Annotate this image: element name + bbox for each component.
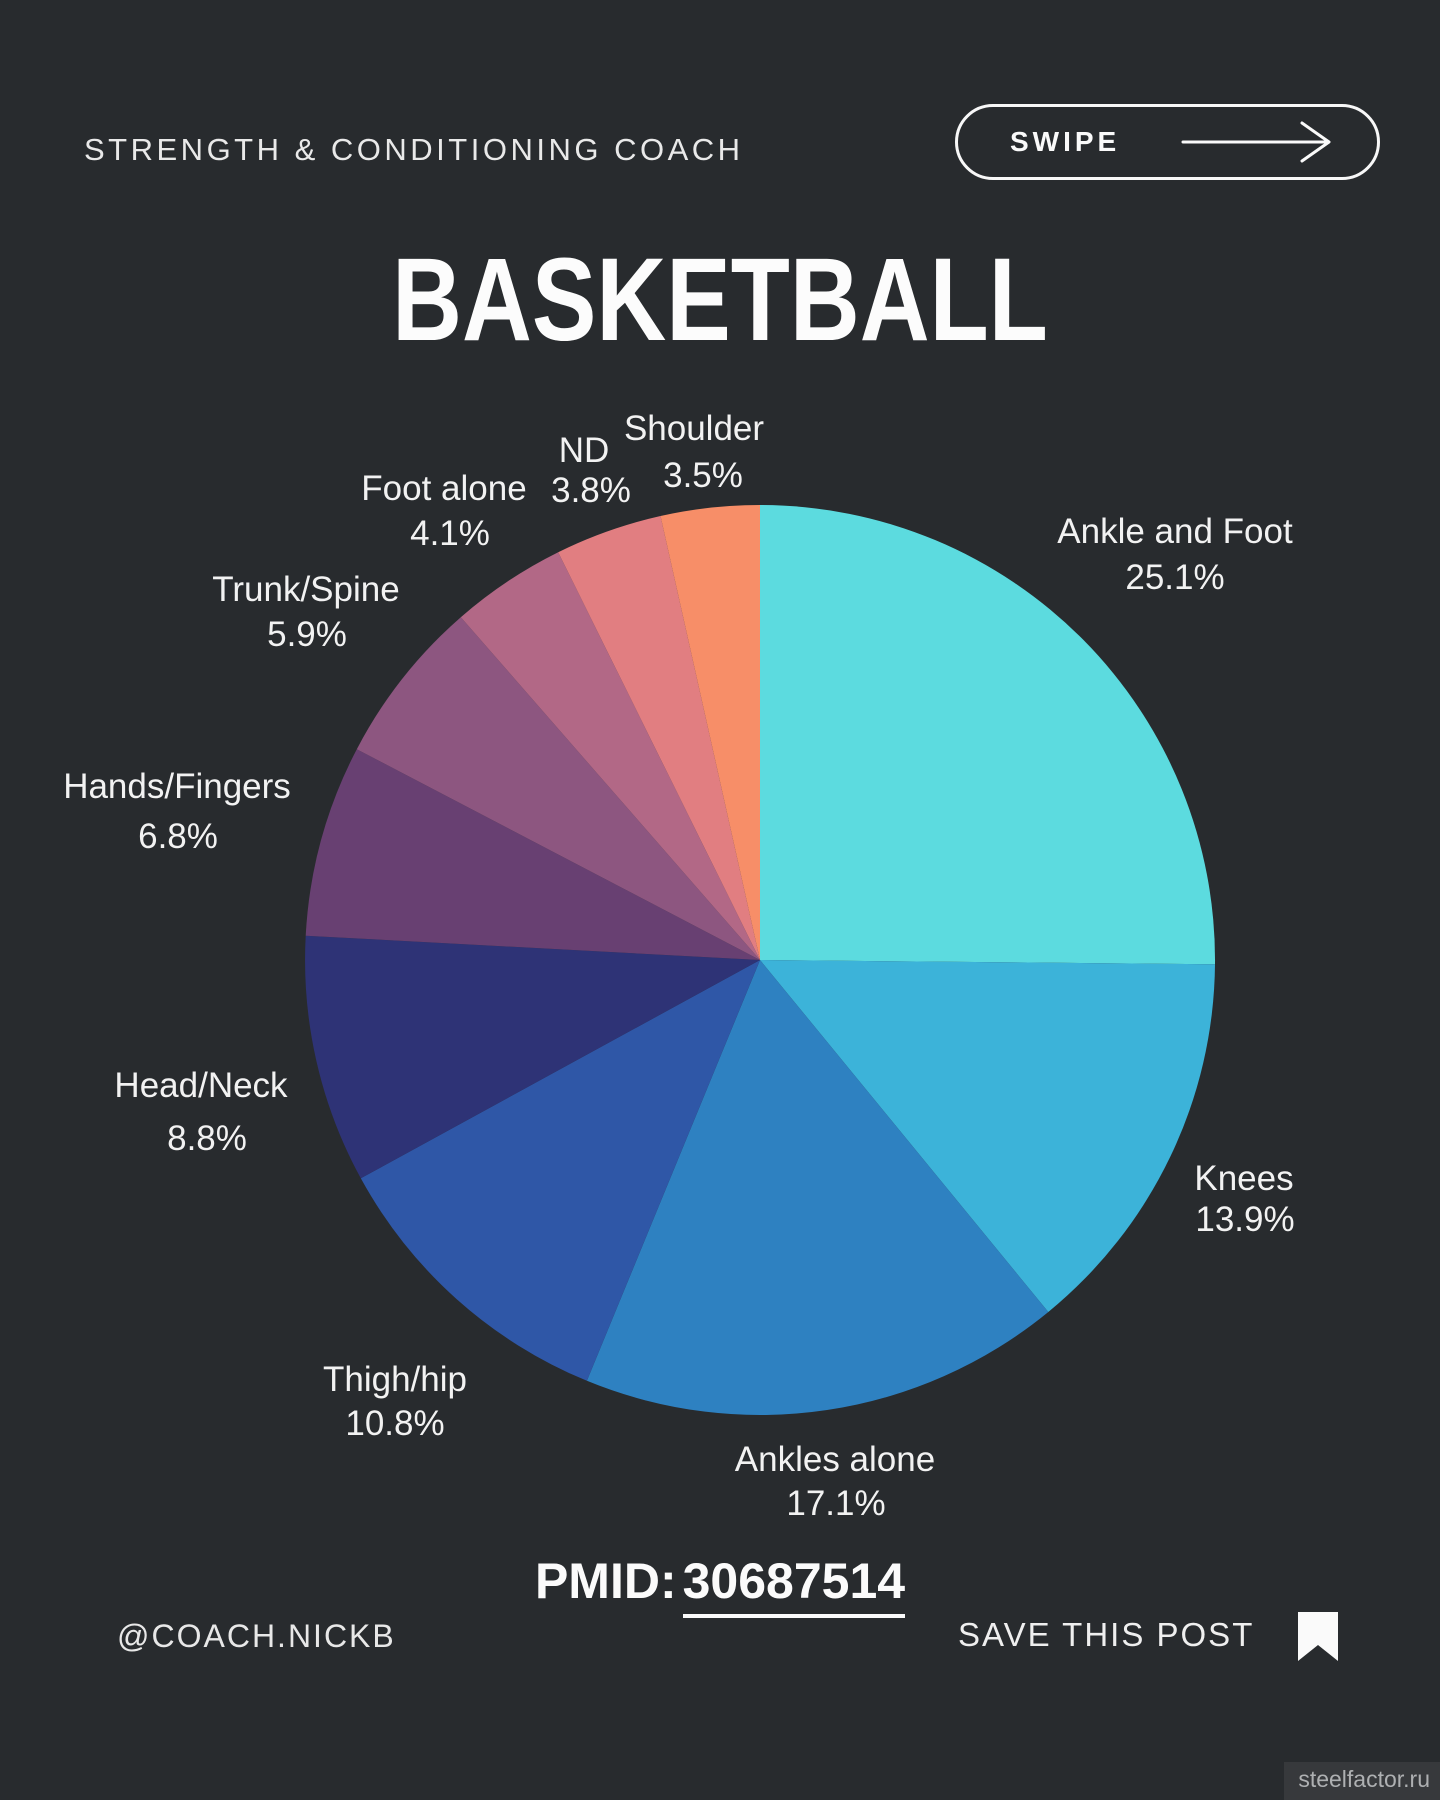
pie-slice-nd [558, 516, 760, 960]
pie-slice-hands-fingers [305, 749, 760, 960]
swipe-button-label: SWIPE [1010, 126, 1121, 157]
slice-value-ankles-alone: 17.1% [786, 1484, 885, 1523]
pie-slice-thigh-hip [360, 960, 760, 1381]
pie-slice-ankle-and-foot [760, 505, 1216, 965]
slice-value-trunk-spine: 5.9% [267, 615, 347, 654]
swipe-button[interactable]: SWIPE [955, 104, 1380, 180]
slice-label-foot-alone: Foot alone [361, 469, 526, 508]
slice-label-head-neck: Head/Neck [114, 1066, 288, 1105]
page-title: BASKETBALL [392, 234, 1048, 366]
slice-label-ankle-and-foot: Ankle and Foot [1057, 512, 1293, 551]
save-this-post-button[interactable]: SAVE THIS POST [958, 1616, 1255, 1653]
slice-label-thigh-hip: Thigh/hip [323, 1360, 467, 1399]
pie-slice-trunk-spine [356, 617, 760, 960]
slice-value-nd: 3.8% [551, 471, 631, 510]
pmid-link[interactable]: 30687514 [682, 1553, 906, 1618]
slice-value-hands-fingers: 6.8% [138, 817, 218, 856]
slice-label-trunk-spine: Trunk/Spine [212, 570, 399, 609]
bookmark-icon[interactable] [1297, 1612, 1339, 1662]
slice-value-shoulder: 3.5% [663, 456, 743, 495]
pmid-label: PMID: [534, 1553, 677, 1609]
slice-value-thigh-hip: 10.8% [345, 1404, 444, 1443]
pie-slice-shoulder [660, 504, 760, 960]
slice-label-nd: ND [559, 431, 610, 470]
slice-value-ankle-and-foot: 25.1% [1125, 558, 1224, 597]
slice-label-ankles-alone: Ankles alone [735, 1440, 935, 1479]
slice-value-knees: 13.9% [1195, 1200, 1294, 1239]
pie-slice-knees [760, 960, 1215, 1312]
slice-label-hands-fingers: Hands/Fingers [63, 767, 291, 806]
pie-slice-foot-alone [460, 552, 760, 960]
source-reference: PMID: 30687514 [0, 1552, 1440, 1618]
pie-slice-ankles-alone [586, 960, 1049, 1416]
pie-slice-head-neck [305, 935, 760, 1179]
slice-value-head-neck: 8.8% [167, 1119, 247, 1158]
slice-label-shoulder: Shoulder [624, 409, 764, 448]
slice-value-foot-alone: 4.1% [410, 514, 490, 553]
watermark: steelfactor.ru [1284, 1762, 1440, 1800]
long-right-arrow-icon [1181, 121, 1331, 163]
brand-header: STRENGTH & CONDITIONING COACH [84, 132, 744, 167]
author-handle: @COACH.NICKB [117, 1618, 396, 1654]
slice-label-knees: Knees [1194, 1159, 1293, 1198]
